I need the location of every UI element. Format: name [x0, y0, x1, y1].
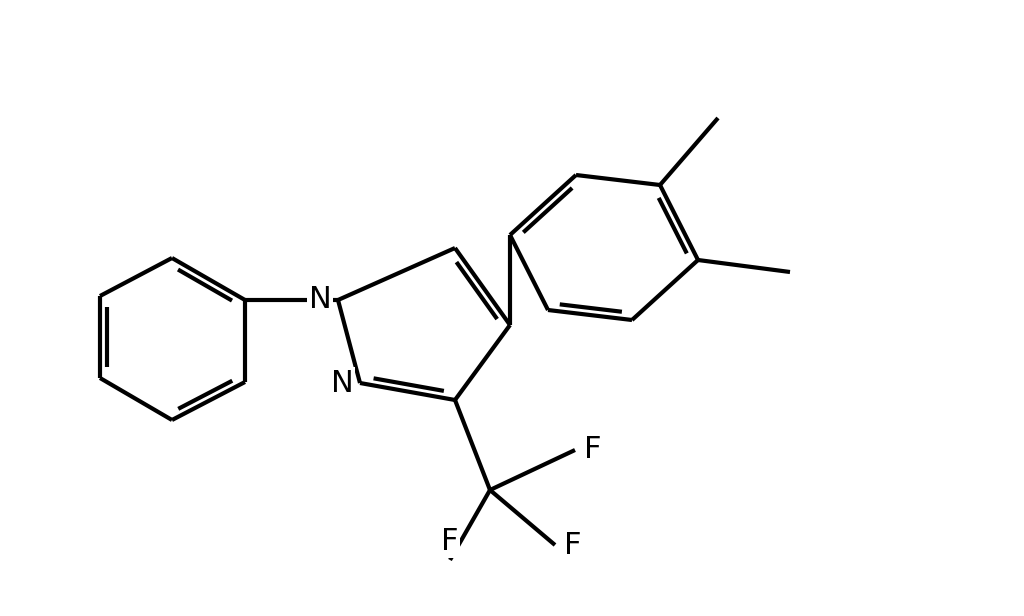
Text: F: F [564, 530, 582, 559]
Text: N: N [308, 285, 332, 315]
Text: F: F [441, 527, 459, 556]
Text: N: N [331, 368, 353, 397]
Text: F: F [585, 436, 602, 464]
